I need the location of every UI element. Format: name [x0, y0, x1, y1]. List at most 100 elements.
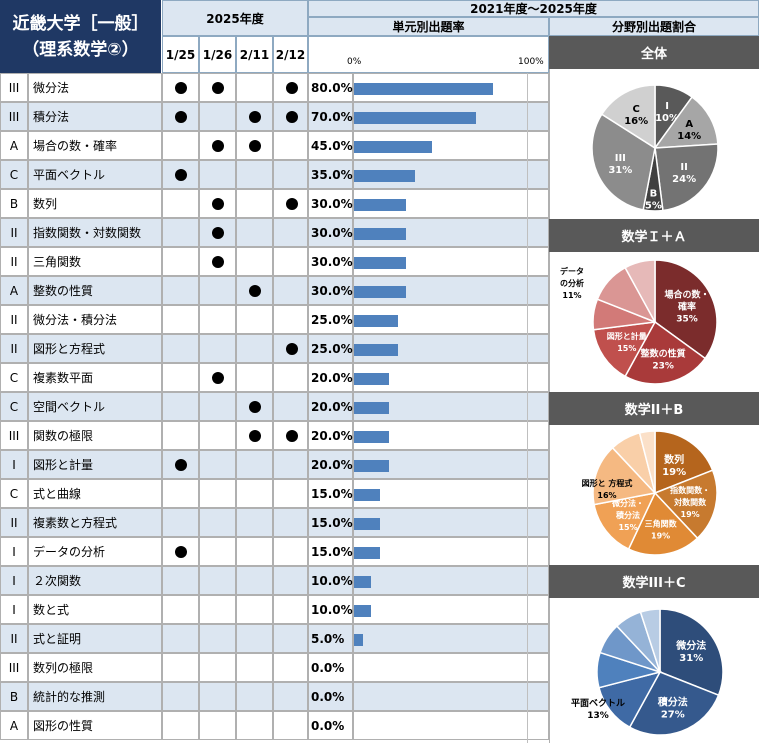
- question-mark-dot: [175, 169, 187, 181]
- pie-header-math2b: 数学II＋B: [549, 392, 759, 425]
- pie-slice: [592, 321, 657, 378]
- table-row: III 関数の極限 20.0%: [0, 421, 549, 450]
- date-mark-cell: [273, 566, 308, 595]
- date-mark-cell: [273, 102, 308, 131]
- pie-label: 確率: [678, 301, 696, 313]
- date-mark-cell: [236, 479, 273, 508]
- question-mark-dot: [175, 111, 187, 123]
- date-mark-cell: [162, 276, 199, 305]
- pie-label: データ: [560, 266, 584, 276]
- date-mark-cell: [273, 653, 308, 682]
- date-mark-cell: [162, 653, 199, 682]
- table-row: II 指数関数・対数関数 30.0%: [0, 218, 549, 247]
- pie-slice: [654, 430, 714, 495]
- pie-label: 整数の性質: [640, 347, 686, 359]
- pie-label: 14%: [677, 131, 701, 142]
- pie-slice: [654, 143, 719, 212]
- title-line2: （理系数学②）: [22, 39, 139, 60]
- rate-bar: [354, 518, 381, 530]
- pie-label: 13%: [587, 711, 609, 721]
- rate-bar: [354, 315, 398, 327]
- date-mark-cell: [199, 450, 236, 479]
- rate-bar: [354, 634, 363, 646]
- bar-cell: [353, 624, 549, 653]
- scale-min-label: 0%: [347, 57, 362, 67]
- date-mark-cell: [236, 160, 273, 189]
- rate-bar: [354, 373, 389, 385]
- scale-max-label: 100%: [518, 57, 544, 67]
- date-mark-cell: [162, 102, 199, 131]
- date-mark-cell: [162, 392, 199, 421]
- question-mark-dot: [249, 285, 261, 297]
- row-unit-name: 空間ベクトル: [28, 392, 162, 421]
- table-row: C 空間ベクトル 20.0%: [0, 392, 549, 421]
- date-mark-cell: [199, 682, 236, 711]
- date-mark-cell: [236, 305, 273, 334]
- date-mark-cell: [199, 508, 236, 537]
- question-mark-dot: [175, 546, 187, 558]
- pie-label: 27%: [661, 710, 685, 721]
- rate-bar: [354, 547, 381, 559]
- row-unit-name: 複素数平面: [28, 363, 162, 392]
- date-header-3: 2/11: [236, 36, 273, 73]
- row-rate: 20.0%: [308, 421, 353, 450]
- row-unit-name: 微分法・積分法: [28, 305, 162, 334]
- row-unit-name: 統計的な推測: [28, 682, 162, 711]
- rate-bar: [354, 83, 494, 95]
- pie-box-overall: I 10% A 14% II 24% B 5% III 31% C 16%: [549, 69, 759, 219]
- pie-label: 15%: [617, 344, 636, 353]
- date-mark-cell: [273, 537, 308, 566]
- question-mark-dot: [286, 82, 298, 94]
- bar-cell: [353, 595, 549, 624]
- pie-label: 微分法・: [611, 498, 644, 508]
- pie-label: 微分法: [675, 639, 706, 652]
- row-category: A: [0, 276, 28, 305]
- row-rate: 70.0%: [308, 102, 353, 131]
- rate-bar: [354, 576, 372, 588]
- row-rate: 15.0%: [308, 479, 353, 508]
- table-row: I データの分析 15.0%: [0, 537, 549, 566]
- pie-slice: [600, 84, 656, 150]
- row-category: II: [0, 218, 28, 247]
- pie-slice: [624, 320, 707, 385]
- date-mark-cell: [199, 363, 236, 392]
- date-mark-cell: [236, 653, 273, 682]
- row-category: II: [0, 334, 28, 363]
- date-mark-cell: [199, 421, 236, 450]
- date-header-4: 2/12: [273, 36, 308, 73]
- table-row: I 数と式 10.0%: [0, 595, 549, 624]
- date-mark-cell: [236, 363, 273, 392]
- pie-label: 平面ベクトル: [571, 698, 625, 709]
- pie-header-overall: 全体: [549, 36, 759, 69]
- table-row: III 積分法 70.0%: [0, 102, 549, 131]
- table-row: III 微分法 80.0%: [0, 73, 549, 102]
- pie-label: 数列: [664, 453, 684, 466]
- date-mark-cell: [273, 131, 308, 160]
- date-mark-cell: [273, 595, 308, 624]
- row-rate: 15.0%: [308, 508, 353, 537]
- date-mark-cell: [236, 189, 273, 218]
- bar-cell: [353, 537, 549, 566]
- row-rate: 20.0%: [308, 363, 353, 392]
- date-mark-cell: [236, 334, 273, 363]
- pie-label: の分析: [560, 278, 584, 288]
- question-mark-dot: [175, 459, 187, 471]
- bar-cell: [353, 508, 549, 537]
- table-row: II 複素数と方程式 15.0%: [0, 508, 549, 537]
- rate-bar: [354, 460, 389, 472]
- table-row: I 図形と計量 20.0%: [0, 450, 549, 479]
- date-header-2: 1/26: [199, 36, 236, 73]
- row-unit-name: 平面ベクトル: [28, 160, 162, 189]
- row-unit-name: 微分法: [28, 73, 162, 102]
- bar-cell: [353, 131, 549, 160]
- bar-cell: [353, 160, 549, 189]
- date-mark-cell: [162, 479, 199, 508]
- row-rate: 30.0%: [308, 218, 353, 247]
- year-header: 2025年度: [162, 0, 308, 36]
- row-rate: 35.0%: [308, 160, 353, 189]
- date-mark-cell: [236, 102, 273, 131]
- date-mark-cell: [273, 682, 308, 711]
- row-unit-name: 場合の数・確率: [28, 131, 162, 160]
- table-row: A 図形の性質 0.0%: [0, 711, 549, 740]
- date-mark-cell: [162, 537, 199, 566]
